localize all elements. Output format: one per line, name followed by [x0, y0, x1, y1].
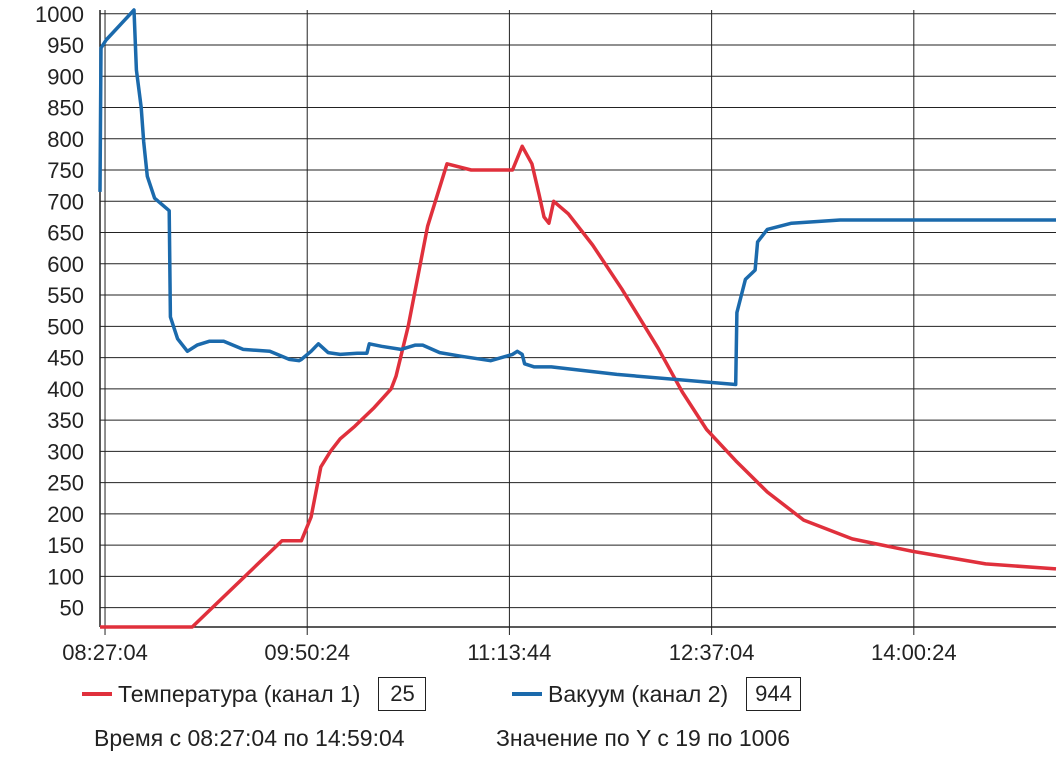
legend-line-temperature: [82, 692, 112, 696]
legend-value-vacuum: 944: [746, 677, 801, 711]
x-tick-label: 12:37:04: [669, 640, 755, 665]
x-tick-label: 08:27:04: [62, 640, 148, 665]
y-tick-label: 300: [47, 439, 84, 464]
y-tick-label: 750: [47, 158, 84, 183]
y-tick-label: 600: [47, 252, 84, 277]
x-tick-label: 14:00:24: [871, 640, 957, 665]
legend-label-vacuum: Вакуум (канал 2): [548, 680, 729, 707]
y-tick-label: 250: [47, 471, 84, 496]
y-tick-label: 350: [47, 408, 84, 433]
y-tick-label: 450: [47, 346, 84, 371]
y-tick-label: 50: [60, 596, 84, 621]
y-tick-label: 650: [47, 221, 84, 246]
series-line-temperature: [100, 144, 1057, 629]
legend: Температура (канал 1) 25 Вакуум (канал 2…: [0, 675, 1062, 715]
y-tick-label: 150: [47, 533, 84, 558]
y-tick-label: 100: [47, 564, 84, 589]
y-tick-label: 700: [47, 189, 84, 214]
legend-item-temperature: Температура (канал 1) 25: [82, 675, 427, 713]
axes: [99, 10, 1056, 635]
chart: 50 100 150 200 250 300 350 400 450 500 550 600 650 70…: [35, 2, 1057, 665]
y-tick-label: 900: [47, 64, 84, 89]
y-range-text: Значение по Y с 19 по 1006: [496, 725, 791, 751]
y-tick-label: 1000: [35, 2, 84, 27]
y-tick-label: 950: [47, 33, 84, 58]
x-tick-label: 11:13:44: [467, 640, 551, 665]
y-tick-label: 500: [47, 314, 84, 339]
y-tick-label: 400: [47, 377, 84, 402]
time-range-text: Время с 08:27:04 по 14:59:04: [94, 725, 405, 751]
x-tick-label: 09:50:24: [264, 640, 350, 665]
y-tick-label: 800: [47, 127, 84, 152]
series-line-vacuum: [98, 8, 1056, 387]
legend-value-temperature: 25: [378, 677, 427, 711]
legend-line-vacuum: [512, 692, 542, 696]
y-tick-labels: 50 100 150 200 250 300 350 400 450 500 550 600 650 70…: [35, 2, 84, 621]
y-tick-label: 850: [47, 96, 84, 121]
x-tick-labels: 08:27:04 09:50:24 11:13:44 12:37:04 14:00:24: [62, 640, 956, 665]
legend-item-vacuum: Вакуум (канал 2) 944: [512, 675, 801, 713]
y-tick-label: 550: [47, 283, 84, 308]
legend-label-temperature: Температура (канал 1): [118, 680, 361, 707]
series-lines: [98, 8, 1057, 629]
grid: [100, 10, 1056, 627]
y-tick-label: 200: [47, 502, 84, 527]
